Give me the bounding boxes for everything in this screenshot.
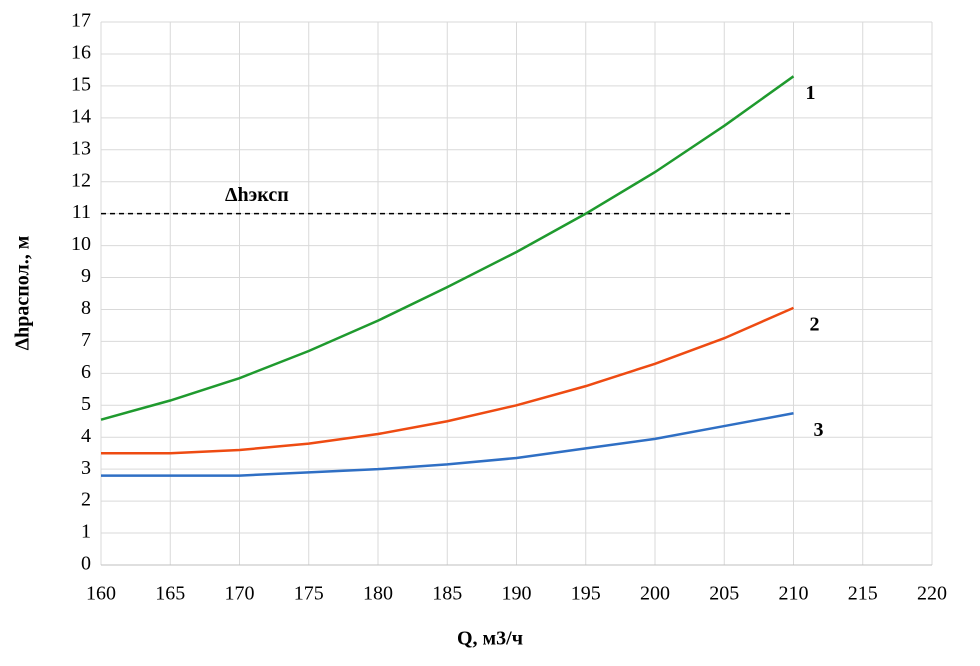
y-tick-label: 10 — [71, 233, 91, 255]
x-tick-label: 175 — [294, 583, 324, 605]
x-tick-label: 220 — [917, 583, 947, 605]
x-axis-label: Q, м3/ч — [457, 628, 523, 650]
y-tick-label: 8 — [81, 297, 91, 319]
y-tick-label: 5 — [81, 393, 91, 415]
series-label: 3 — [814, 419, 824, 441]
y-tick-label: 15 — [71, 73, 91, 95]
series-line — [101, 306, 795, 455]
y-tick-label: 17 — [71, 10, 91, 32]
x-tick-label: 210 — [779, 583, 809, 605]
series-line — [101, 412, 794, 477]
y-tick-label: 16 — [71, 42, 91, 64]
x-tick-label: 205 — [709, 583, 739, 605]
reference-label: Δhэксп — [225, 184, 289, 206]
x-tick-label: 170 — [225, 583, 255, 605]
x-tick-label: 215 — [848, 583, 878, 605]
y-tick-label: 13 — [71, 137, 91, 159]
y-tick-label: 2 — [81, 489, 91, 511]
x-tick-label: 165 — [155, 583, 185, 605]
x-tick-label: 195 — [571, 583, 601, 605]
y-tick-label: 4 — [81, 425, 91, 447]
x-tick-label: 190 — [502, 583, 532, 605]
y-tick-label: 11 — [72, 201, 91, 223]
x-tick-label: 160 — [86, 583, 116, 605]
x-tick-label: 180 — [363, 583, 393, 605]
y-tick-label: 0 — [81, 553, 91, 575]
series-label: 1 — [806, 82, 816, 104]
x-tick-label: 200 — [640, 583, 670, 605]
y-tick-label: 6 — [81, 361, 91, 383]
y-axis-label: Δhраспол., м — [12, 236, 34, 351]
series-label: 2 — [810, 313, 820, 335]
y-tick-label: 3 — [81, 457, 91, 479]
y-tick-label: 14 — [71, 105, 91, 127]
y-tick-label: 1 — [81, 521, 91, 543]
x-tick-label: 185 — [432, 583, 462, 605]
y-tick-label: 7 — [81, 329, 91, 351]
y-tick-label: 9 — [81, 265, 91, 287]
y-tick-label: 12 — [71, 169, 91, 191]
series-line — [100, 75, 795, 421]
